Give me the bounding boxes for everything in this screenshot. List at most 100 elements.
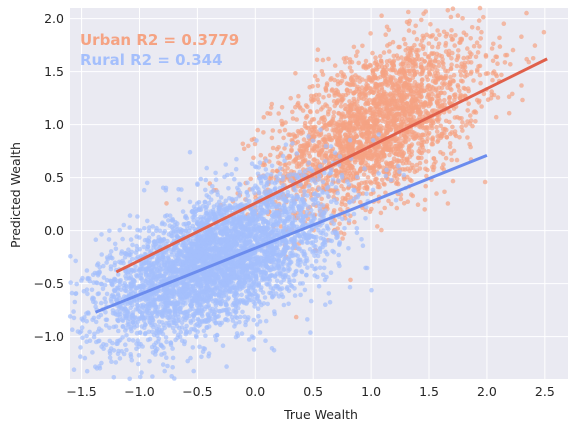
urban-point: [414, 47, 419, 53]
urban-point: [423, 159, 429, 164]
urban-point: [403, 160, 409, 166]
urban-point: [409, 88, 414, 93]
urban-point: [385, 118, 390, 124]
urban-point: [373, 177, 378, 182]
rural-point: [170, 294, 175, 299]
urban-point: [490, 77, 495, 83]
urban-point: [424, 74, 430, 80]
urban-point: [311, 116, 317, 122]
urban-point: [321, 95, 326, 100]
urban-point: [303, 103, 309, 108]
rural-point: [218, 195, 224, 200]
urban-point: [403, 135, 409, 140]
rural-point: [145, 218, 150, 224]
urban-point: [241, 146, 247, 152]
rural-point: [104, 260, 109, 265]
rural-point: [354, 226, 360, 231]
urban-point: [319, 69, 325, 74]
urban-point: [318, 107, 324, 112]
urban-point: [269, 135, 275, 141]
urban-point: [340, 93, 346, 98]
urban-point: [339, 144, 344, 149]
urban-point: [307, 84, 313, 90]
urban-point: [336, 92, 342, 98]
rural-point: [316, 284, 322, 289]
urban-point: [340, 236, 345, 241]
urban-point: [447, 119, 452, 125]
urban-point: [403, 61, 409, 66]
urban-point: [399, 97, 404, 102]
rural-point: [229, 172, 234, 177]
urban-point: [430, 33, 436, 38]
urban-point: [310, 187, 315, 192]
urban-point: [286, 153, 292, 159]
urban-point: [495, 95, 501, 100]
urban-point: [379, 13, 384, 18]
urban-point: [361, 172, 367, 177]
urban-point: [296, 164, 302, 169]
rural-point: [256, 165, 262, 170]
urban-point: [409, 178, 414, 184]
rural-point: [269, 218, 274, 223]
urban-point: [409, 132, 415, 138]
urban-point: [352, 219, 357, 225]
urban-point: [449, 130, 455, 135]
urban-point: [320, 57, 326, 63]
urban-point: [391, 122, 396, 128]
urban-point: [376, 161, 381, 167]
urban-point: [343, 144, 348, 149]
rural-point: [67, 314, 73, 319]
urban-point: [424, 173, 429, 179]
urban-point: [366, 75, 372, 80]
urban-point: [290, 116, 296, 121]
urban-point: [471, 43, 477, 49]
urban-point: [530, 56, 536, 61]
urban-point: [432, 58, 438, 63]
urban-point: [506, 94, 512, 99]
urban-point: [387, 152, 392, 158]
rural-point: [160, 331, 166, 337]
urban-point: [457, 116, 462, 121]
urban-point: [301, 184, 306, 190]
rural-point: [322, 258, 327, 263]
urban-point: [295, 139, 301, 145]
urban-point: [277, 129, 283, 134]
urban-point: [475, 67, 480, 72]
urban-point: [359, 105, 364, 111]
urban-point: [403, 41, 408, 47]
rural-point: [269, 180, 275, 185]
urban-point: [306, 188, 311, 194]
rural-point: [130, 310, 136, 315]
urban-point: [455, 84, 461, 90]
rural-point: [206, 200, 212, 206]
rural-point: [251, 347, 257, 352]
urban-point: [333, 172, 339, 177]
urban-point: [541, 29, 547, 35]
urban-point: [359, 132, 365, 137]
rural-point: [166, 218, 171, 223]
urban-point: [324, 82, 330, 88]
urban-point: [415, 202, 421, 207]
urban-point: [407, 77, 413, 83]
urban-point: [376, 104, 381, 109]
urban-point: [427, 99, 433, 104]
urban-point: [493, 72, 499, 77]
urban-point: [437, 53, 442, 58]
urban-point: [303, 115, 309, 120]
urban-point: [423, 166, 428, 172]
urban-point: [372, 106, 378, 111]
urban-point: [446, 52, 451, 57]
rural-point: [251, 317, 256, 323]
urban-point: [246, 143, 251, 149]
urban-point: [400, 108, 406, 114]
urban-point: [279, 122, 285, 127]
rural-point: [237, 319, 242, 325]
urban-point: [438, 123, 444, 129]
urban-point: [475, 50, 481, 55]
urban-point: [381, 50, 387, 55]
urban-point: [360, 77, 365, 82]
rural-point: [123, 342, 128, 348]
urban-point: [315, 77, 320, 83]
rural-point: [233, 166, 239, 172]
rural-point: [330, 248, 335, 254]
